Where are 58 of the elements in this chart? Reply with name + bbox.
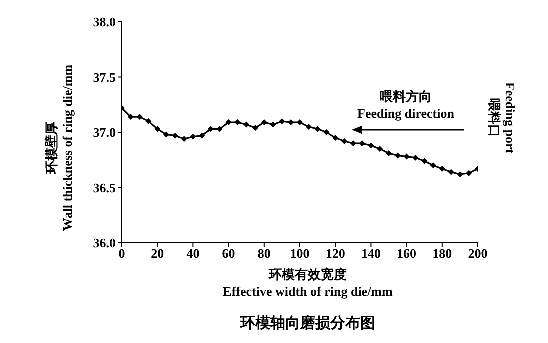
point: [457, 171, 464, 178]
x-tick-label: 120: [326, 246, 346, 262]
point: [136, 114, 143, 120]
annotation: 喂料方向 Feeding direction: [358, 88, 454, 122]
point: [386, 150, 392, 156]
x-tick-label: 180: [432, 246, 452, 262]
x-tick-label: 140: [361, 246, 381, 262]
point: [306, 124, 312, 130]
x-tick-label: 160: [397, 246, 417, 262]
point: [324, 130, 330, 136]
y-tick-label: 37.5: [93, 70, 116, 85]
point: [404, 154, 410, 160]
point: [377, 146, 384, 152]
y-axis-title: 环模壁厚 Wall thickness of ring die/mm: [44, 64, 76, 232]
point: [164, 132, 170, 138]
point: [146, 118, 152, 124]
y-tick-label: 37.0: [93, 125, 116, 140]
point: [208, 126, 214, 132]
point: [430, 162, 436, 169]
point: [270, 122, 276, 128]
y-tick-label: 36.0: [93, 236, 116, 251]
point: [234, 120, 241, 126]
point: [342, 138, 348, 144]
x-tick-label: 40: [186, 246, 200, 262]
point: [154, 126, 161, 132]
point: [279, 118, 286, 124]
point: [412, 154, 419, 161]
x-tick-label: 0: [118, 246, 126, 262]
point: [190, 134, 196, 140]
text: 喂料口 Feeding port: [486, 82, 518, 154]
point: [422, 158, 428, 164]
point: [394, 152, 401, 159]
point: [332, 135, 339, 142]
point: [199, 132, 206, 139]
text: 环模轴向磨损分布图: [240, 314, 376, 333]
x-tick-label: 20: [151, 246, 164, 262]
x-tick-label: 80: [258, 246, 271, 262]
x-axis-title: 环模有效宽度 Effective width of ring die/mm: [223, 266, 393, 300]
point: [172, 132, 178, 139]
point: [368, 142, 374, 149]
y-tick-label: 38.0: [93, 14, 116, 30]
point: [439, 166, 446, 172]
y-tick-label: 36.5: [93, 180, 116, 196]
point: [297, 120, 303, 126]
point: [244, 122, 250, 128]
point: [261, 120, 268, 126]
x-tick-label: 200: [468, 246, 488, 262]
point: [350, 140, 356, 147]
x-tick-label: 100: [290, 246, 310, 262]
point: [252, 125, 258, 132]
point: [181, 136, 188, 142]
point: [466, 170, 472, 176]
point: [359, 140, 366, 147]
point: [128, 114, 134, 120]
point: [314, 126, 321, 132]
point: [226, 120, 232, 126]
point: [448, 169, 454, 176]
x-tick-label: 60: [222, 246, 236, 262]
